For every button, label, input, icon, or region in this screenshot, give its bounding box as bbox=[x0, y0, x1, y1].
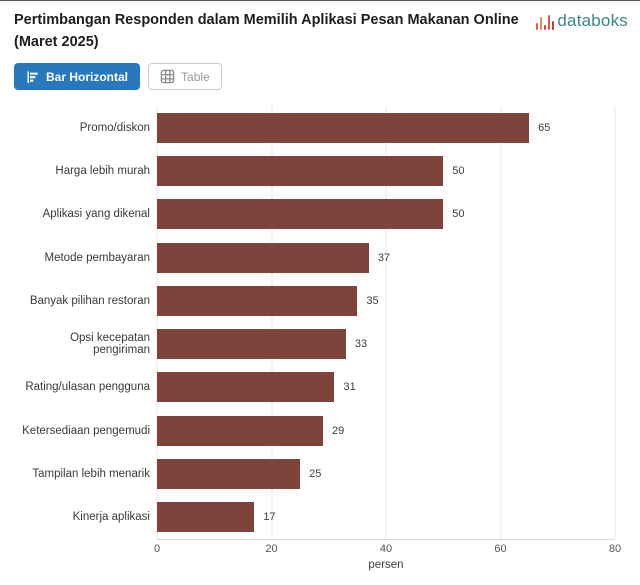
chart-row: Tampilan lebih menarik 25 bbox=[14, 452, 615, 495]
bar[interactable] bbox=[157, 415, 324, 446]
bar-horizontal-toggle[interactable]: Bar Horizontal bbox=[14, 63, 141, 90]
bar[interactable] bbox=[157, 459, 301, 490]
x-axis-title: persen bbox=[368, 559, 404, 571]
gridline bbox=[614, 106, 616, 539]
category-label: Aplikasi yang dikenal bbox=[42, 208, 150, 221]
value-label: 50 bbox=[452, 208, 465, 221]
bar-track: 31 bbox=[157, 372, 615, 403]
chart-row: Ketersediaan pengemudi 29 bbox=[14, 409, 615, 452]
chart-row: Harga lebih murah 50 bbox=[14, 149, 615, 192]
bar[interactable] bbox=[157, 199, 444, 230]
bar-horizontal-label: Bar Horizontal bbox=[46, 69, 129, 84]
x-tick-label: 0 bbox=[153, 543, 161, 555]
bar[interactable] bbox=[157, 285, 358, 316]
category-label: Banyak pilihan restoran bbox=[29, 294, 150, 307]
chart-rows: Promo/diskon 65 Harga lebih murah 50 Aplikas… bbox=[14, 106, 615, 539]
chart-row: Kinerja aplikasi 17 bbox=[14, 496, 615, 539]
x-tick-label: 40 bbox=[379, 543, 393, 555]
chart-row: Banyak pilihan restoran 35 bbox=[14, 279, 615, 322]
plot-area: Promo/diskon 65 Harga lebih murah 50 Aplikas… bbox=[14, 106, 616, 539]
bar-track: 25 bbox=[157, 459, 615, 490]
bar-track: 65 bbox=[157, 112, 615, 143]
bar-track: 33 bbox=[157, 329, 615, 360]
value-label: 35 bbox=[366, 294, 379, 307]
bar-chart: Promo/diskon 65 Harga lebih murah 50 Aplikas… bbox=[0, 90, 640, 571]
gridline bbox=[385, 106, 387, 539]
x-axis: 0 20 40 60 80 bbox=[153, 539, 621, 555]
table-toggle[interactable]: Table bbox=[148, 63, 222, 90]
value-label: 29 bbox=[332, 424, 345, 437]
category-label: Harga lebih murah bbox=[55, 164, 150, 177]
value-label: 65 bbox=[538, 121, 551, 134]
x-tick-label: 60 bbox=[494, 543, 507, 555]
category-label: Ketersediaan pengemudi bbox=[22, 424, 150, 437]
bar-track: 29 bbox=[157, 415, 615, 446]
value-label: 31 bbox=[343, 381, 356, 394]
bar-track: 50 bbox=[157, 155, 615, 186]
category-label: Kinerja aplikasi bbox=[72, 511, 150, 524]
bar-track: 35 bbox=[157, 285, 615, 316]
table-label: Table bbox=[181, 69, 210, 84]
value-label: 33 bbox=[354, 338, 368, 351]
table-grid-icon bbox=[160, 69, 175, 84]
databoks-logo-text: databoks bbox=[557, 11, 628, 30]
bar[interactable] bbox=[157, 329, 346, 360]
databoks-logo: databoks bbox=[535, 11, 628, 31]
chart-row: Promo/diskon 65 bbox=[14, 106, 615, 149]
chart-row: Aplikasi yang dikenal 50 bbox=[14, 193, 615, 236]
x-tick-label: 80 bbox=[608, 543, 622, 555]
category-label: Metode pembayaran bbox=[44, 251, 150, 264]
value-label: 17 bbox=[263, 511, 276, 524]
category-label: Promo/diskon bbox=[79, 121, 150, 134]
view-toggle-toolbar: Bar Horizontal Table bbox=[14, 63, 640, 90]
value-label: 25 bbox=[309, 468, 322, 481]
bar[interactable] bbox=[157, 372, 335, 403]
databoks-bars-icon bbox=[535, 12, 555, 30]
bar[interactable] bbox=[157, 155, 444, 186]
bar-track: 37 bbox=[157, 242, 615, 273]
value-label: 50 bbox=[452, 164, 465, 177]
x-tick-label: 20 bbox=[265, 543, 278, 555]
chart-row: Opsi kecepatan pengiriman 33 bbox=[14, 322, 615, 365]
chart-row: Rating/ulasan pengguna 31 bbox=[14, 366, 615, 409]
bar-track: 50 bbox=[157, 199, 615, 230]
chart-title: Pertimbangan Responden dalam Memilih Apl… bbox=[14, 12, 519, 50]
gridline bbox=[156, 106, 158, 539]
value-label: 37 bbox=[377, 251, 391, 264]
bar[interactable] bbox=[157, 112, 530, 143]
horizontal-bar-chart-icon bbox=[26, 70, 40, 84]
bar-track: 17 bbox=[157, 502, 615, 533]
gridlines bbox=[156, 106, 616, 539]
bar[interactable] bbox=[157, 242, 369, 273]
gridline bbox=[271, 106, 272, 539]
category-label: Rating/ulasan pengguna bbox=[25, 381, 150, 394]
category-label: Opsi kecepatan pengiriman bbox=[70, 332, 150, 357]
header: Pertimbangan Responden dalam Memilih Apl… bbox=[0, 1, 640, 53]
chart-row: Metode pembayaran 37 bbox=[14, 236, 615, 279]
gridline bbox=[500, 106, 501, 539]
bar[interactable] bbox=[157, 502, 255, 533]
category-label: Tampilan lebih menarik bbox=[32, 468, 150, 481]
